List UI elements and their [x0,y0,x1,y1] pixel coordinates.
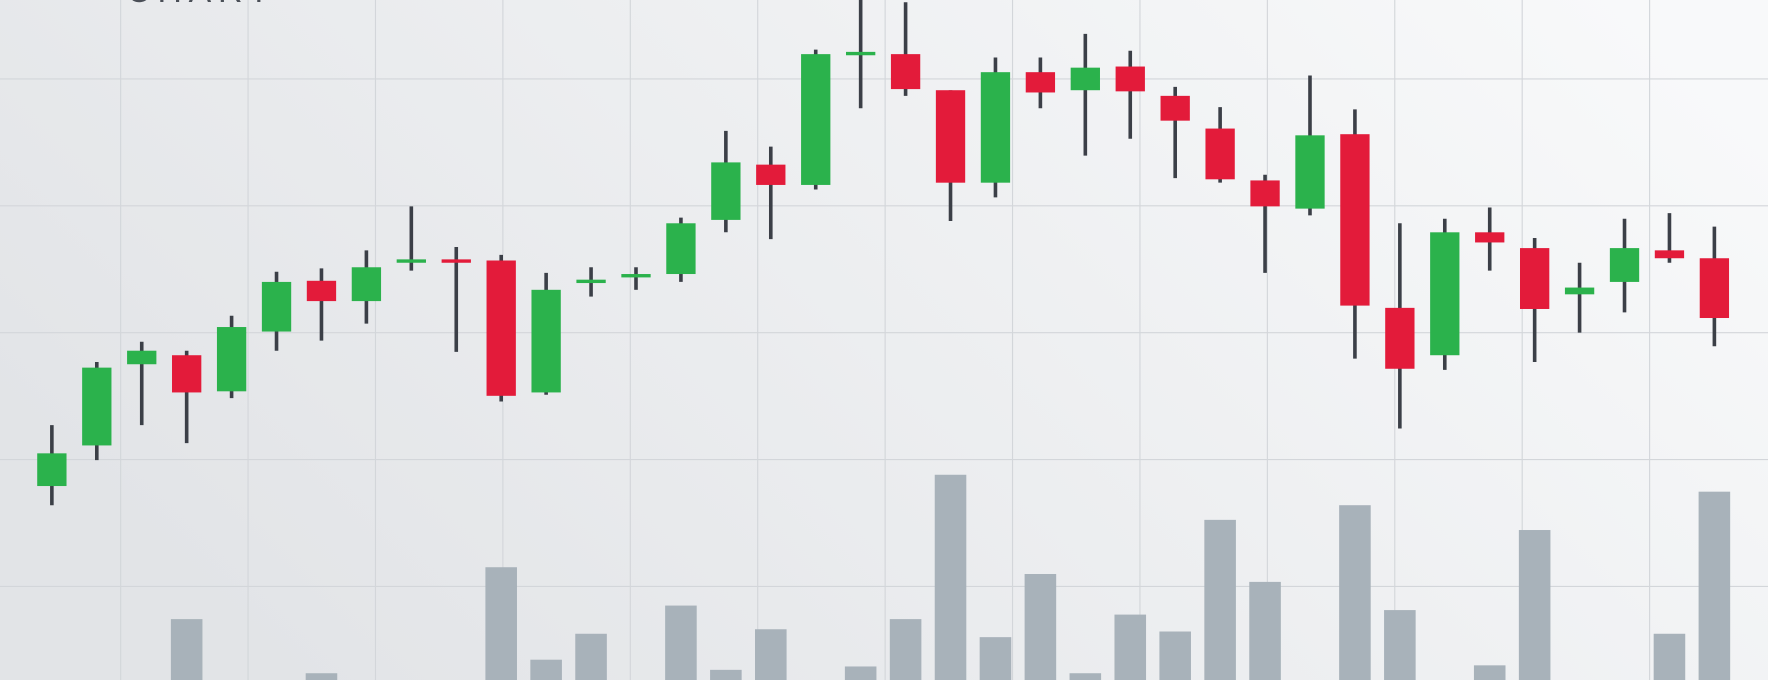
candle-body [890,54,921,90]
volume-bar [979,637,1012,680]
volume-bar [485,567,517,680]
candle-body [1340,134,1370,306]
candle-body [1205,128,1235,180]
volume-bar [305,673,338,680]
candles [37,0,1730,506]
volume-bar [1518,530,1551,680]
candle-body [1699,258,1730,319]
volume-bar [934,474,967,680]
volume-bar [1384,610,1416,680]
volume-bar [530,659,562,680]
candle-body [935,90,966,183]
candle-body [801,54,831,185]
volume-bar [1698,491,1731,680]
volume-bar [1159,631,1191,680]
candle-body [980,72,1011,183]
candle-body [1070,67,1100,91]
candle-body [37,453,67,487]
candle-body [396,259,426,263]
volume-bar [710,669,742,680]
volume-bar [1473,665,1506,680]
candle-body [1519,248,1550,309]
candle-body [261,281,292,332]
candle-body [127,350,157,365]
candle-body [621,274,651,278]
volume-bar [889,619,922,680]
volume-bar [665,605,697,680]
volume-bar [1114,614,1147,680]
candle-body [486,260,516,396]
candle-body [666,223,696,275]
candle-body [1250,180,1280,207]
candle-body [306,280,337,302]
volume-bar [755,629,787,680]
volume-bar [1024,573,1057,680]
volume-bar [1249,581,1281,680]
candle-body [846,51,876,56]
candle-body [531,289,561,393]
volume-bar [1339,505,1371,680]
candle-body [351,267,382,302]
candle-body [1609,248,1640,282]
candle-body [172,355,202,393]
candle-body [82,367,112,446]
volume-bar [1069,673,1102,680]
volume-bar [844,666,877,680]
volume-bar [1653,633,1686,680]
volume-bars [170,474,1731,680]
candle-body [1295,135,1325,209]
volume-bar [575,633,607,680]
candle-body [711,162,741,220]
candle-body [576,279,606,284]
candle-body [1430,232,1460,356]
chart-title: CHART [126,0,276,10]
candle-body [1654,250,1685,259]
candle-body [1564,287,1595,295]
candle-body [756,164,786,185]
candle-body [1025,72,1056,93]
candle-body [216,327,247,392]
candle-body [1115,66,1145,92]
candle-body [1475,232,1505,243]
candle-body [1160,95,1190,121]
candle-body [441,259,471,263]
candle-body [1385,307,1415,369]
volume-bar [1204,519,1236,680]
volume-bar [170,619,203,680]
